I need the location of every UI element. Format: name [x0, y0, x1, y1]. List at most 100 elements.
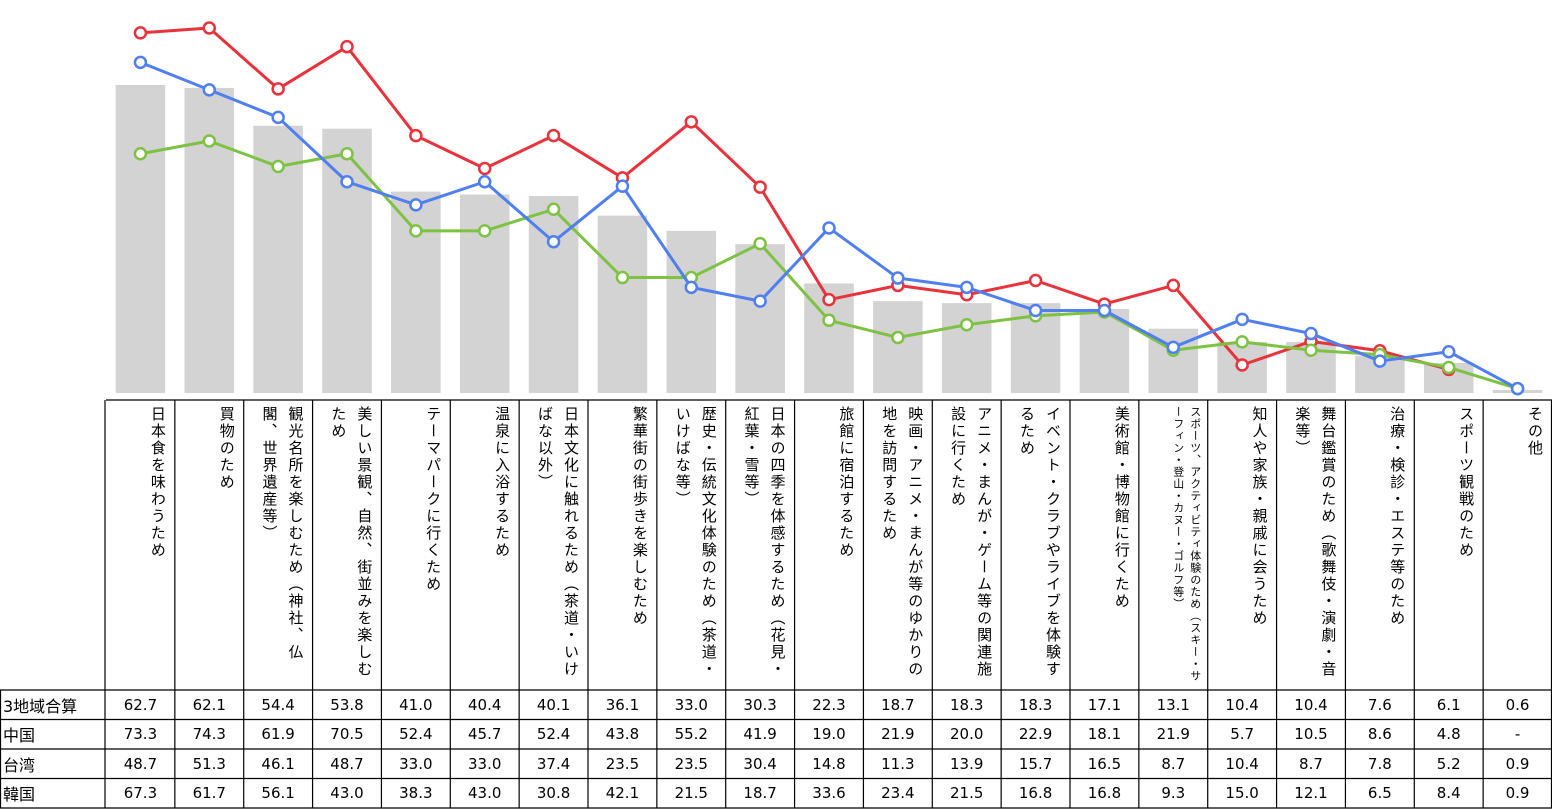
category-label: イベント・クラブやライブを体験するため: [1017, 406, 1062, 678]
table-cell: 62.1: [192, 695, 226, 714]
table-cell: 14.8: [812, 754, 846, 773]
table-cell: 4.8: [1436, 725, 1461, 744]
marker: [684, 115, 699, 129]
marker: [753, 180, 767, 194]
table-cell: 8.6: [1367, 725, 1392, 744]
table-cell: 19.0: [812, 725, 846, 744]
marker: [891, 330, 905, 345]
category-label: 買物のため: [217, 406, 236, 491]
table-cell: 18.7: [881, 695, 915, 714]
category-label: 歴史・伝統文化体験のため（茶道・いけばな等）: [673, 406, 718, 678]
marker: [340, 39, 354, 54]
table-cell: 61.7: [192, 784, 226, 803]
table-cell: 61.9: [261, 725, 295, 744]
table-cell: 17.1: [1087, 695, 1122, 714]
table-cell: 21.5: [674, 784, 708, 803]
table-cell: 21.9: [881, 725, 915, 744]
marker: [409, 128, 423, 143]
marker: [477, 175, 492, 189]
marker: [1373, 354, 1387, 368]
category-label: 温泉に入浴するため: [493, 406, 512, 559]
table-cell: 33.0: [674, 695, 708, 714]
category-label: その他: [1525, 406, 1544, 457]
table-cell: 6.1: [1436, 695, 1461, 714]
table-cell: 54.4: [261, 695, 295, 714]
table-cell: 55.2: [674, 725, 708, 744]
category-label: 旅館に宿泊するため: [837, 406, 856, 559]
category-label: スポーツ、アクティビティ体験のため（スキー・サーフィン・登山・カヌー・ゴルフ等）: [1171, 406, 1202, 682]
category-label: アニメ・まんが・ゲーム等の関連施設に行くため: [949, 406, 994, 678]
table-cell: 15.0: [1225, 784, 1259, 803]
table-cell: 18.3: [1018, 695, 1053, 714]
marker: [1441, 360, 1456, 375]
marker: [1441, 344, 1456, 359]
table-cell: 5.7: [1230, 725, 1255, 744]
table-cell: 74.3: [192, 725, 226, 744]
table-cell: 30.3: [743, 695, 777, 714]
bar: [391, 191, 441, 393]
category-label: 観光名所を楽しむため（神社、仏閣、世界遺産等）: [260, 406, 305, 661]
table-cell: 45.7: [468, 725, 502, 744]
marker: [891, 271, 905, 285]
table-cell: 70.5: [330, 725, 364, 744]
marker: [1304, 326, 1318, 341]
bar: [184, 87, 235, 393]
marker: [822, 292, 836, 307]
category-label: スポーツ観戦のため: [1457, 406, 1476, 559]
marker: [133, 147, 148, 161]
marker: [271, 82, 285, 96]
marker: [1510, 381, 1525, 396]
table-cell: 43.0: [330, 784, 364, 803]
bar: [735, 244, 785, 393]
table-cell: 30.8: [536, 784, 571, 803]
table-cell: 6.5: [1367, 784, 1392, 803]
table-cell: 10.4: [1225, 695, 1259, 714]
marker: [133, 26, 148, 40]
table-cell: 23.5: [605, 754, 640, 773]
table-cell: 41.9: [743, 725, 777, 744]
marker: [1235, 335, 1249, 349]
table-cell: 13.9: [950, 754, 984, 773]
marker: [477, 224, 492, 238]
table-cell: 16.5: [1087, 754, 1122, 773]
table-cell: 21.9: [1156, 725, 1190, 744]
table-cell: 40.4: [468, 695, 502, 714]
marker: [409, 198, 423, 212]
table-cell: 38.3: [399, 784, 433, 803]
marker: [546, 234, 561, 249]
category-label: 知人や家族・親戚に会うため: [1250, 406, 1269, 627]
category-label: 治療・検診・エステ等のため: [1388, 406, 1407, 627]
table-cell: 51.3: [192, 754, 226, 773]
marker: [684, 280, 699, 295]
marker: [753, 294, 767, 308]
table-cell: 41.0: [399, 695, 433, 714]
marker: [1028, 273, 1043, 288]
table-cell: 21.5: [950, 784, 984, 803]
category-label: 繁華街の街歩きを楽しむため: [630, 406, 649, 627]
table-cell: 10.4: [1225, 754, 1259, 773]
row-header: 韓国: [3, 785, 36, 805]
category-label: 日本食を味わうため: [148, 406, 167, 559]
marker: [1235, 312, 1249, 327]
marker: [202, 21, 217, 35]
marker: [409, 224, 423, 238]
bar: [597, 215, 648, 393]
category-label: 日本の四季を体感するため（花見・紅葉・雪等）: [742, 406, 787, 678]
table-cell: 40.1: [536, 695, 571, 714]
table-cell: 53.8: [330, 695, 364, 714]
table-cell: 10.5: [1294, 725, 1328, 744]
table-cell: 67.3: [123, 784, 158, 803]
marker: [1304, 343, 1318, 358]
table-cell: 30.4: [743, 754, 777, 773]
marker: [753, 236, 767, 251]
table-cell: 8.4: [1436, 784, 1461, 803]
table-cell: 18.3: [950, 695, 984, 714]
table-cell: 0.9: [1505, 754, 1530, 773]
table-cell: 48.7: [330, 754, 364, 773]
table-cell: 10.4: [1294, 695, 1328, 714]
table-cell: 23.5: [674, 754, 708, 773]
marker: [959, 317, 974, 332]
table-cell: 16.8: [1087, 784, 1122, 803]
marker: [133, 55, 148, 70]
row-header: 中国: [3, 726, 36, 746]
